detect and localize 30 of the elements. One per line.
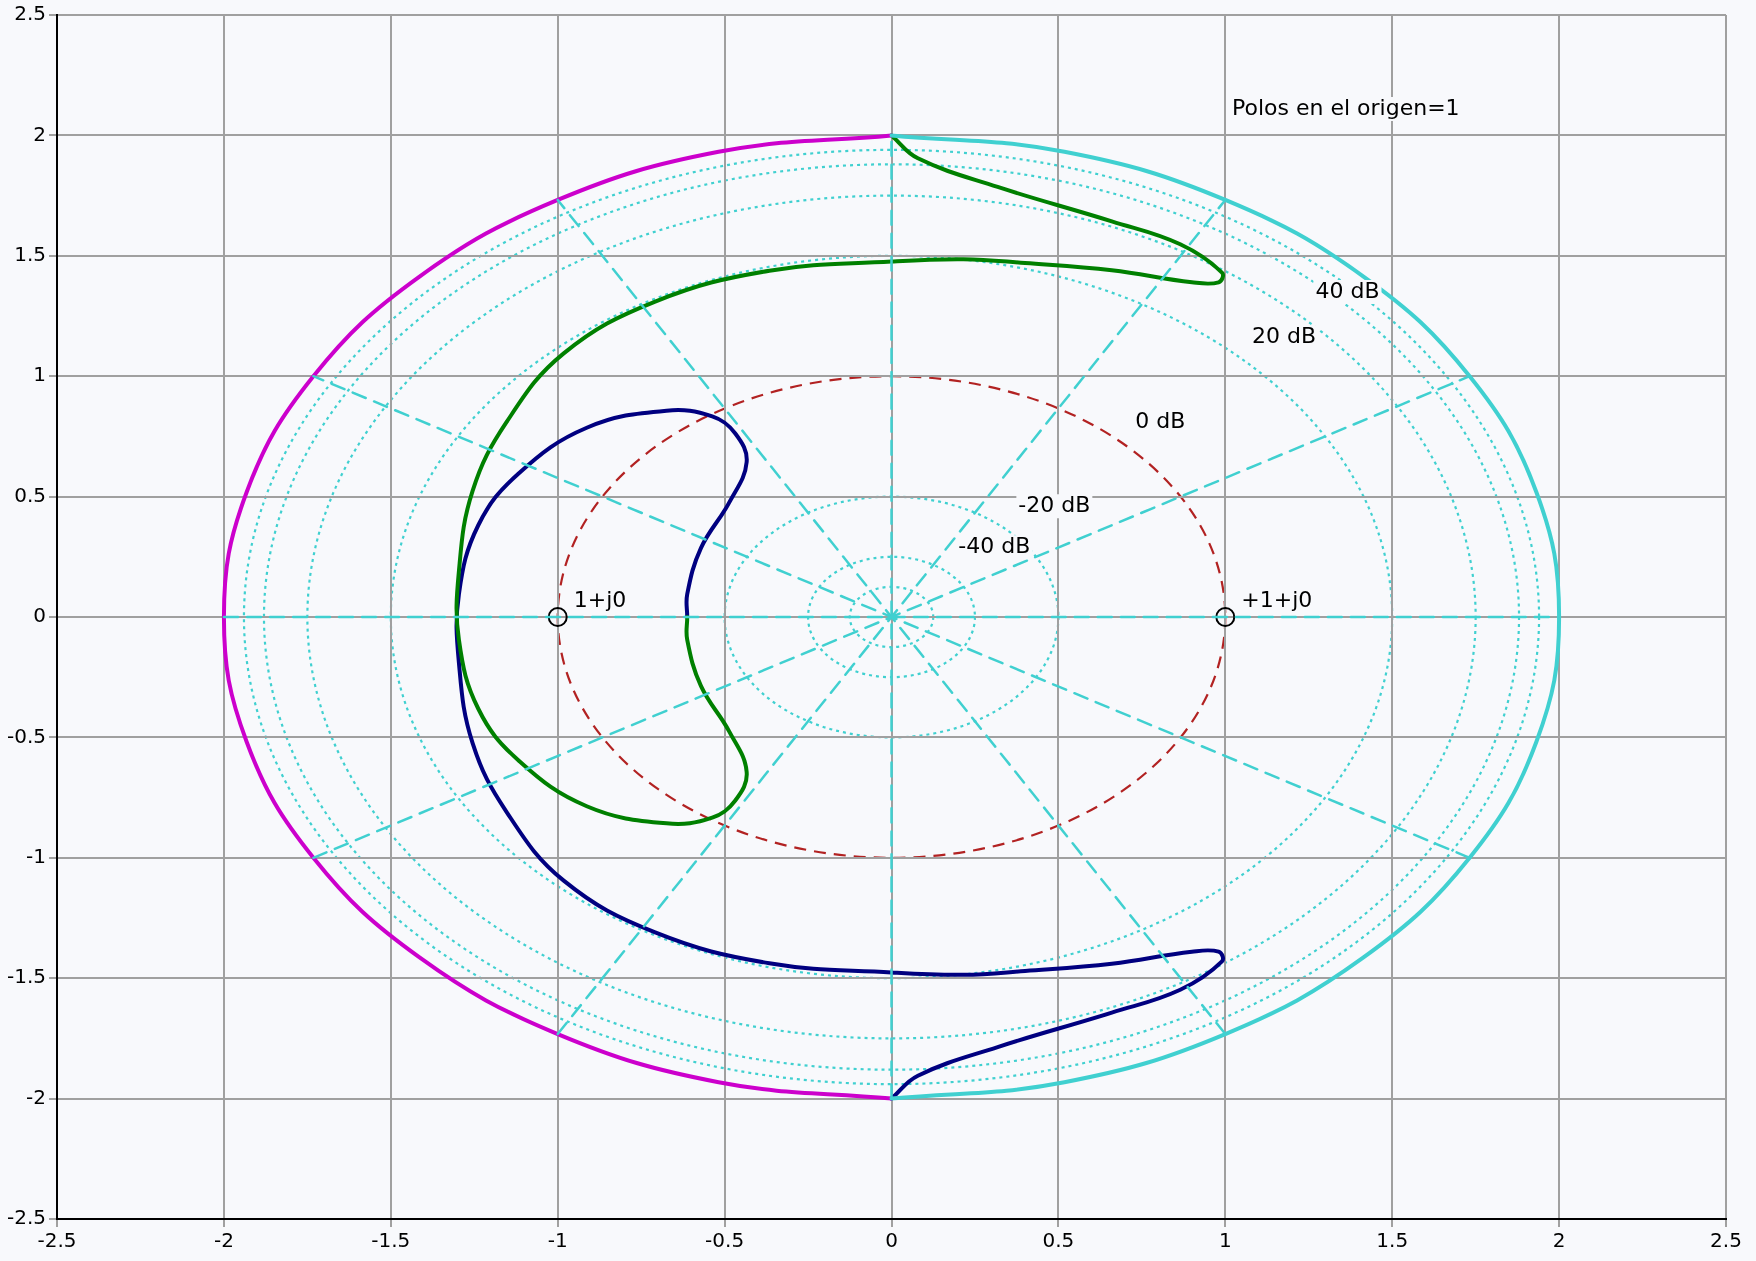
y-tick-label: -1.5	[6, 964, 47, 989]
annotation: 0 dB	[1135, 407, 1186, 433]
annotation: -40 dB	[958, 532, 1031, 558]
x-tick-label: -1	[547, 1228, 568, 1253]
x-tick-label: -0.5	[705, 1228, 745, 1253]
y-tick-label: -2	[26, 1084, 47, 1109]
y-tick-label: 2	[33, 121, 47, 146]
annotation: 1+j0	[573, 586, 627, 612]
x-tick-label: 2	[1552, 1228, 1566, 1253]
y-tick-label: -0.5	[6, 723, 47, 748]
y-tick-label: 1.5	[14, 242, 47, 266]
x-tick-label: 1.5	[1376, 1228, 1409, 1253]
x-tick-label: 0.5	[1042, 1228, 1075, 1253]
annotation: -20 dB	[1018, 491, 1091, 517]
x-tick-label: 1	[1218, 1228, 1232, 1253]
y-tick-label: 0.5	[14, 482, 47, 507]
annotation: Polos en el origen=1	[1231, 94, 1460, 120]
annotation: 40 dB	[1315, 277, 1380, 303]
y-tick-label: -1	[26, 844, 47, 868]
y-tick-label: 0	[33, 603, 47, 628]
x-tick-label: 2.5	[1710, 1228, 1742, 1253]
x-tick-label: 0	[885, 1228, 898, 1253]
annotation: 20 dB	[1252, 323, 1317, 349]
line-series	[221, 133, 894, 1101]
y-tick-label: -2.5	[6, 1205, 47, 1230]
x-tick-label: -2	[213, 1228, 234, 1253]
annotation: +1+j0	[1241, 586, 1313, 612]
y-tick-label: 2.5	[14, 1, 47, 26]
y-tick-label: 1	[33, 362, 47, 387]
x-tick-label: -1.5	[371, 1228, 411, 1253]
